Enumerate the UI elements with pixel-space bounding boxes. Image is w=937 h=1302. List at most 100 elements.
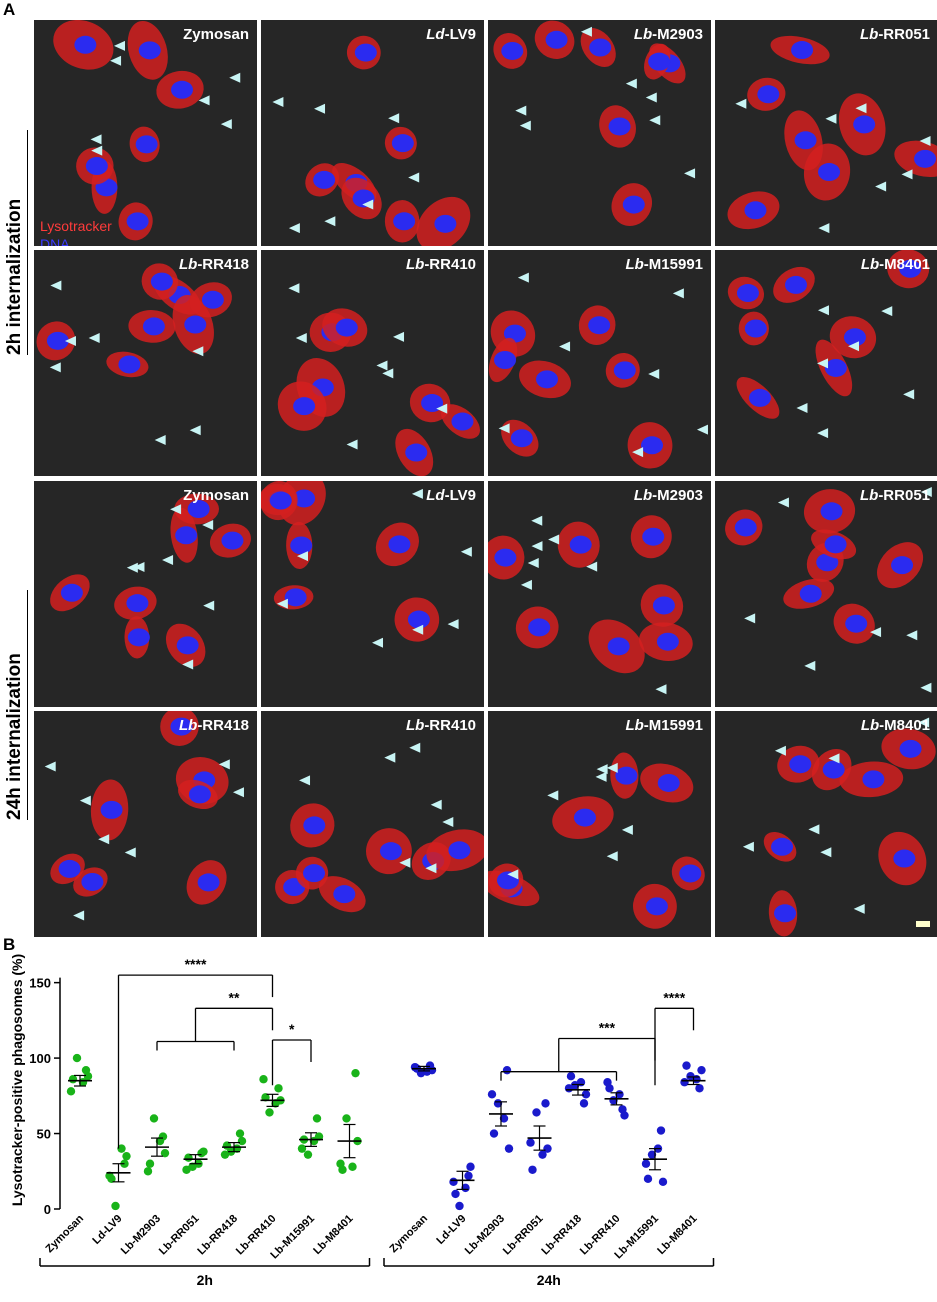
nucleus: [46, 331, 69, 350]
micrograph-image: [261, 481, 472, 648]
arrowhead-marker: [436, 403, 448, 414]
nucleus: [824, 535, 847, 554]
nucleus: [899, 259, 922, 278]
strain-name: -LV9: [444, 26, 476, 43]
species-prefix: Lb: [405, 717, 425, 734]
nucleus: [573, 808, 596, 827]
data-point: [342, 1114, 351, 1123]
data-point: [526, 1138, 535, 1147]
arrowhead-marker: [430, 799, 442, 810]
arrowhead-marker: [828, 753, 840, 764]
micrograph-2h-3: Lb-M2903: [488, 20, 711, 246]
arrowhead-marker: [276, 598, 288, 609]
micrograph-label: Lb-RR410: [406, 717, 476, 734]
strain-name: -M8401: [879, 256, 930, 273]
micrograph-label: Ld-LV9: [426, 487, 476, 504]
arrowhead-marker: [774, 745, 786, 756]
arrowhead-marker: [531, 541, 543, 552]
strain-name: -M15991: [643, 256, 703, 273]
nucleus: [303, 816, 326, 835]
nucleus: [622, 195, 645, 214]
micrograph-image: [488, 752, 705, 929]
nucleus: [914, 149, 937, 168]
data-point: [538, 1150, 547, 1159]
data-point: [149, 1114, 159, 1123]
micrograph-label: Lb-RR051: [860, 487, 930, 504]
arrowhead-marker: [218, 759, 230, 770]
legend-dna: DNA: [40, 236, 70, 246]
data-point: [502, 1065, 512, 1075]
nucleus: [201, 290, 224, 309]
nucleus: [510, 429, 533, 448]
micrograph-label: Lb-RR418: [179, 717, 249, 734]
micrograph-image: [50, 493, 251, 670]
data-point: [122, 1151, 131, 1161]
data-point: [566, 1072, 576, 1081]
micrograph-image: [277, 283, 480, 476]
arrowhead-marker: [696, 424, 708, 435]
micrograph-grid-2h: Zymosan Lysotracker DNA Ld-LV9 Lb-M2903 Lb-RR…: [34, 20, 937, 476]
data-point: [111, 1201, 120, 1211]
micrograph-image: [44, 711, 244, 921]
species-prefix: Lb: [178, 717, 198, 734]
row-divider-24h: [27, 590, 28, 820]
data-point: [641, 1159, 651, 1168]
nucleus: [744, 319, 767, 338]
micrograph-label: Lb-RR418: [179, 256, 249, 273]
nucleus: [58, 859, 81, 878]
nucleus: [734, 518, 757, 537]
arrowhead-marker: [684, 168, 696, 179]
micrograph-24h-2: Ld-LV9: [261, 481, 484, 707]
nucleus: [615, 766, 638, 785]
nucleus: [528, 618, 551, 637]
data-point: [117, 1144, 126, 1153]
micrograph-2h-4: Lb-RR051: [715, 20, 937, 246]
micrograph-2h-7: Lb-M15991: [488, 250, 711, 476]
data-point: [312, 1114, 322, 1123]
legend-lysotracker: Lysotracker: [40, 218, 112, 234]
nucleus: [150, 272, 173, 291]
nucleus: [816, 553, 839, 572]
arrowhead-marker: [91, 145, 103, 156]
arrowhead-marker: [126, 562, 138, 573]
strain-name: -RR410: [424, 717, 476, 734]
data-point: [274, 1084, 283, 1093]
group-label: 2h: [197, 1272, 213, 1288]
scale-bar: [916, 921, 930, 927]
nucleus: [791, 41, 814, 60]
strain-name: -RR051: [878, 26, 930, 43]
species-prefix: Ld: [426, 26, 445, 43]
data-point: [351, 1068, 360, 1078]
panel-b-label: B: [3, 935, 16, 954]
nucleus: [197, 873, 220, 892]
data-point: [487, 1090, 497, 1099]
species-prefix: Lb: [405, 256, 425, 273]
x-tick-label: Zymosan: [387, 1212, 430, 1255]
micrograph-label: Lb-RR410: [406, 256, 476, 273]
data-point: [160, 1148, 170, 1158]
arrowhead-marker: [382, 368, 394, 379]
arrowhead-marker: [817, 358, 829, 369]
arrowhead-marker: [192, 346, 204, 357]
y-tick-label: 50: [37, 1127, 51, 1142]
arrowhead-marker: [649, 115, 661, 126]
micrograph-image: [488, 272, 708, 469]
arrowhead-marker: [399, 857, 411, 868]
nucleus: [284, 588, 307, 607]
nucleus: [171, 80, 194, 99]
arrowhead-marker: [777, 497, 789, 508]
data-point: [199, 1147, 208, 1156]
arrowhead-marker: [870, 627, 882, 638]
micrograph-2h-1: Zymosan Lysotracker DNA: [34, 20, 257, 246]
nucleus: [379, 842, 402, 861]
strain-name: -M8401: [879, 717, 930, 734]
arrowhead-marker: [507, 869, 519, 880]
nucleus: [748, 388, 771, 407]
nucleus: [290, 536, 313, 555]
nucleus: [822, 760, 845, 779]
arrowhead-marker: [49, 362, 61, 373]
significance-label: **: [229, 989, 240, 1005]
data-point: [155, 1136, 165, 1146]
micrograph-2h-6: Lb-RR410: [261, 250, 484, 476]
species-prefix: Lb: [860, 256, 880, 273]
